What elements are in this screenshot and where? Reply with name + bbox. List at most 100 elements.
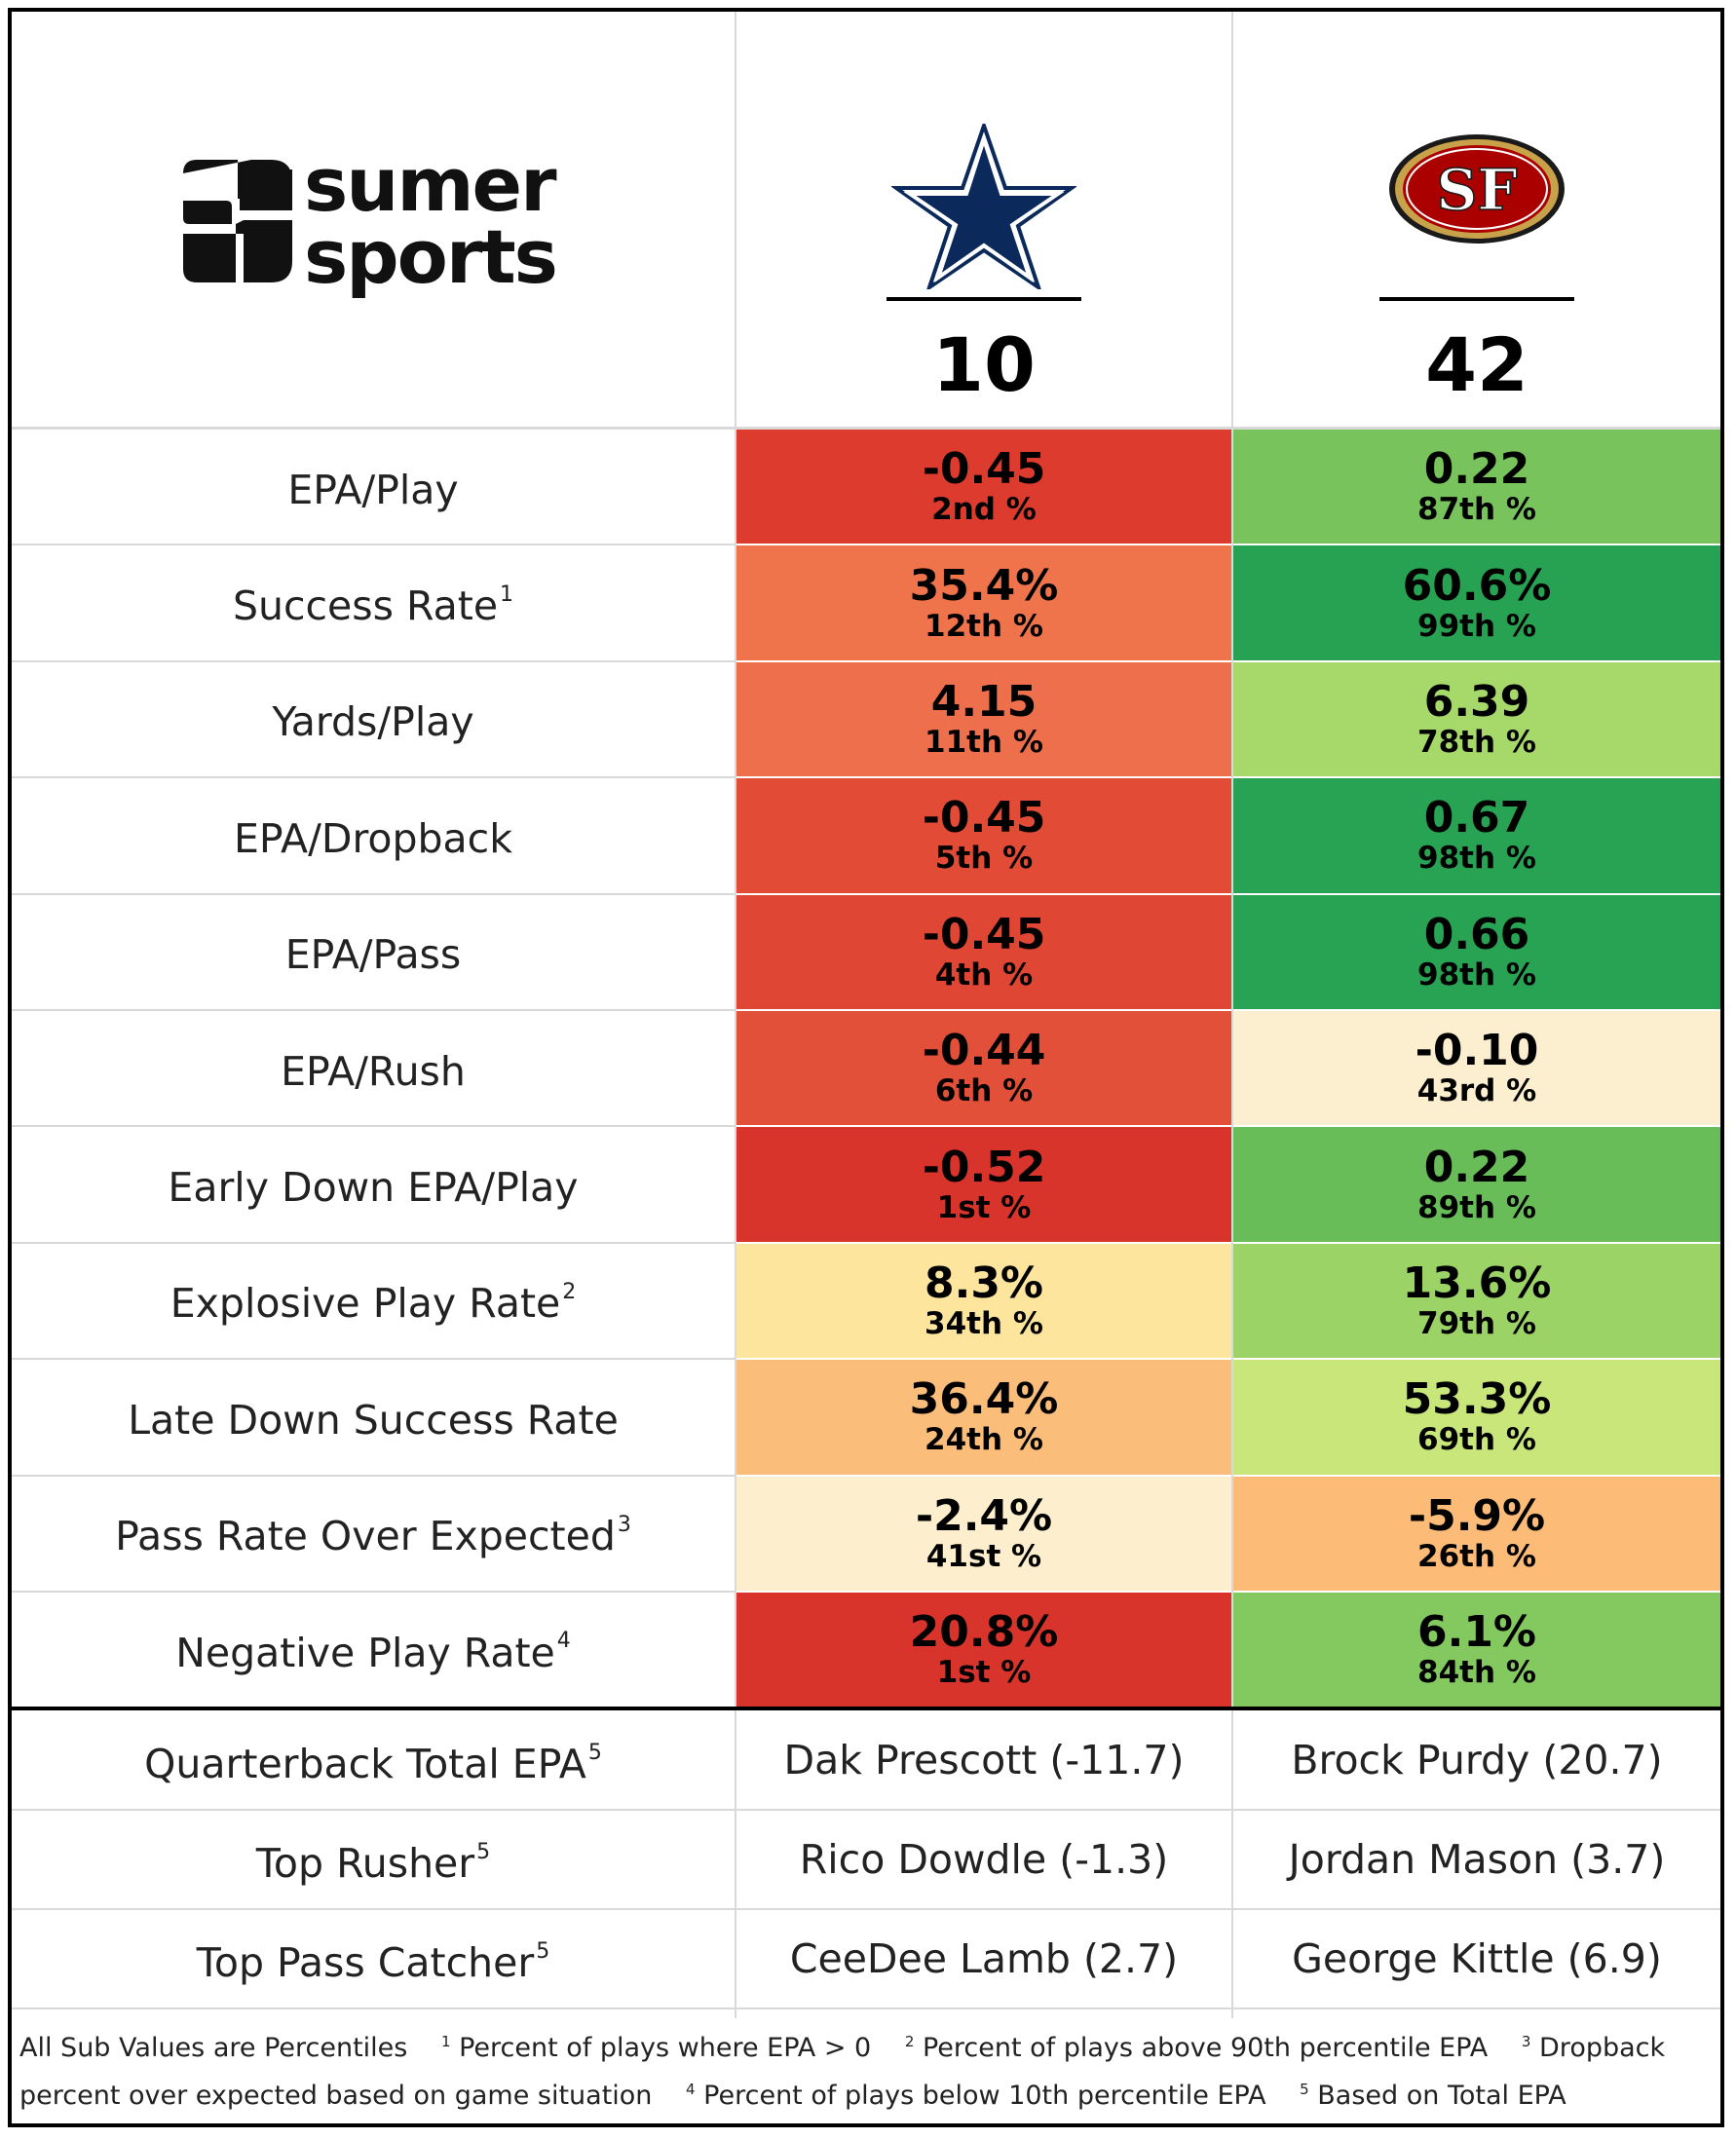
stat-main-value: 53.3% xyxy=(1402,1374,1552,1425)
stat-value-left: 8.3% 34th % xyxy=(736,1243,1231,1359)
stat-percentile: 2nd % xyxy=(931,492,1037,528)
stat-label: EPA/Pass xyxy=(284,931,462,979)
stat-percentile: 4th % xyxy=(934,957,1034,993)
brand-line-2: sports xyxy=(304,213,558,300)
stat-label: EPA/Dropback xyxy=(234,814,512,862)
stat-percentile: 87th % xyxy=(1417,492,1536,528)
stat-percentile: 6th % xyxy=(934,1073,1034,1109)
stat-label: Explosive Play Rate 2 xyxy=(170,1279,577,1328)
stat-value-right: 53.3% 69th % xyxy=(1233,1360,1720,1475)
stat-value-right: 13.6% 79th % xyxy=(1233,1243,1720,1359)
stat-main-value: -0.45 xyxy=(922,793,1046,844)
stat-main-value: -0.44 xyxy=(922,1026,1046,1076)
footnote-3: 3 Dropback percent over expected based o… xyxy=(19,2033,1666,2111)
player-value-left: CeeDee Lamb (2.7) xyxy=(789,1935,1179,1983)
stat-percentile: 5th % xyxy=(934,841,1034,877)
stat-percentile: 78th % xyxy=(1417,724,1536,760)
team-header-san-francisco: SF 42 xyxy=(1233,12,1720,429)
stat-value-left: -0.45 5th % xyxy=(736,778,1231,893)
footnote-intro: All Sub Values are Percentiles xyxy=(19,2033,408,2063)
stat-main-value: -0.52 xyxy=(922,1142,1046,1192)
stat-main-value: 8.3% xyxy=(924,1257,1044,1308)
stat-value-left: 36.4% 24th % xyxy=(736,1360,1231,1475)
stat-main-value: 20.8% xyxy=(909,1607,1059,1658)
stat-value-right: 60.6% 99th % xyxy=(1233,545,1720,660)
stat-main-value: 0.22 xyxy=(1423,1142,1530,1192)
stat-value-right: 6.39 78th % xyxy=(1233,661,1720,777)
stat-value-right: 6.1% 84th % xyxy=(1233,1593,1720,1707)
stat-main-value: 0.22 xyxy=(1423,444,1530,495)
stat-value-left: -0.45 4th % xyxy=(736,894,1231,1009)
player-label: Top Pass Catcher 5 xyxy=(196,1938,550,1987)
stat-main-value: -0.45 xyxy=(922,444,1046,495)
stat-main-value: 13.6% xyxy=(1402,1257,1552,1308)
stat-percentile: 98th % xyxy=(1417,957,1536,993)
stat-value-left: 20.8% 1st % xyxy=(736,1593,1231,1707)
stat-value-left: -2.4% 41st % xyxy=(736,1476,1231,1591)
stat-percentile: 84th % xyxy=(1417,1655,1536,1691)
stat-percentile: 89th % xyxy=(1417,1189,1536,1225)
stat-label: Early Down EPA/Play xyxy=(168,1164,579,1212)
sumer-logo-icon xyxy=(183,160,292,282)
footnote-4: 4 Percent of plays below 10th percentile… xyxy=(686,2081,1266,2111)
stat-main-value: 0.67 xyxy=(1423,793,1530,844)
stat-percentile: 12th % xyxy=(925,608,1043,644)
stat-main-value: 4.15 xyxy=(930,676,1038,727)
player-label: Quarterback Total EPA 5 xyxy=(144,1740,602,1788)
stat-label: Success Rate 1 xyxy=(232,582,514,630)
stat-percentile: 11th % xyxy=(925,724,1043,760)
stat-main-value: 6.39 xyxy=(1423,676,1530,727)
player-value-right: Brock Purdy (20.7) xyxy=(1291,1737,1663,1784)
stat-percentile: 79th % xyxy=(1417,1305,1536,1341)
stat-value-right: 0.22 87th % xyxy=(1233,430,1720,544)
footnote-1: 1 Percent of plays where EPA > 0 xyxy=(440,2033,872,2063)
player-value-left: Dak Prescott (-11.7) xyxy=(783,1737,1185,1784)
stat-main-value: 36.4% xyxy=(909,1374,1059,1425)
stat-percentile: 69th % xyxy=(1417,1422,1536,1458)
stat-label: Late Down Success Rate xyxy=(128,1396,619,1444)
brand-line-1: sumer xyxy=(304,141,557,228)
stat-percentile: 99th % xyxy=(1417,608,1536,644)
stat-main-value: -0.45 xyxy=(922,909,1046,959)
stat-value-right: 0.66 98th % xyxy=(1233,894,1720,1009)
stat-label: EPA/Play xyxy=(287,466,459,513)
stat-main-value: 60.6% xyxy=(1402,560,1552,611)
stat-label: EPA/Rush xyxy=(281,1047,466,1095)
stat-label: Negative Play Rate 4 xyxy=(175,1629,571,1676)
stat-label: Pass Rate Over Expected 3 xyxy=(115,1512,631,1560)
stat-main-value: 6.1% xyxy=(1416,1607,1537,1658)
cowboys-star-icon xyxy=(891,124,1076,289)
team-score: 10 xyxy=(932,321,1036,408)
player-value-right: Jordan Mason (3.7) xyxy=(1288,1836,1666,1884)
svg-text:SF: SF xyxy=(1436,157,1517,223)
sumer-sports-logo: sumer sports xyxy=(175,144,623,300)
stat-main-value: -0.10 xyxy=(1415,1026,1539,1076)
stat-value-right: -5.9% 26th % xyxy=(1233,1476,1720,1591)
stat-percentile: 1st % xyxy=(936,1189,1032,1225)
stats-table: sumer sports 10 SF 42 EPA/Play -0.45 2nd xyxy=(8,8,1724,2127)
stat-value-right: -0.10 43rd % xyxy=(1233,1011,1720,1126)
stat-label: Yards/Play xyxy=(272,698,474,746)
stat-main-value: -2.4% xyxy=(915,1490,1053,1541)
stat-percentile: 34th % xyxy=(925,1305,1043,1341)
stat-value-left: -0.52 1st % xyxy=(736,1127,1231,1242)
stat-value-right: 0.22 89th % xyxy=(1233,1127,1720,1242)
stat-percentile: 1st % xyxy=(936,1655,1032,1691)
stat-percentile: 41st % xyxy=(925,1538,1042,1574)
stat-main-value: -5.9% xyxy=(1408,1490,1546,1541)
player-value-left: Rico Dowdle (-1.3) xyxy=(799,1836,1169,1884)
footnote-2: 2 Percent of plays above 90th percentile… xyxy=(904,2033,1489,2063)
stat-value-left: -0.44 6th % xyxy=(736,1011,1231,1126)
team-header-dallas: 10 xyxy=(736,12,1231,429)
49ers-oval-icon: SF xyxy=(1389,134,1565,244)
stat-percentile: 24th % xyxy=(925,1422,1043,1458)
stat-value-left: 4.15 11th % xyxy=(736,661,1231,777)
stat-value-left: 35.4% 12th % xyxy=(736,545,1231,660)
player-value-right: George Kittle (6.9) xyxy=(1292,1935,1662,1983)
team-score: 42 xyxy=(1425,321,1528,408)
stat-value-right: 0.67 98th % xyxy=(1233,778,1720,893)
stat-main-value: 35.4% xyxy=(909,560,1059,611)
footnotes: All Sub Values are Percentiles 1 Percent… xyxy=(19,2026,1715,2121)
stat-percentile: 98th % xyxy=(1417,841,1536,877)
footnote-5: 5 Based on Total EPA xyxy=(1300,2081,1566,2111)
